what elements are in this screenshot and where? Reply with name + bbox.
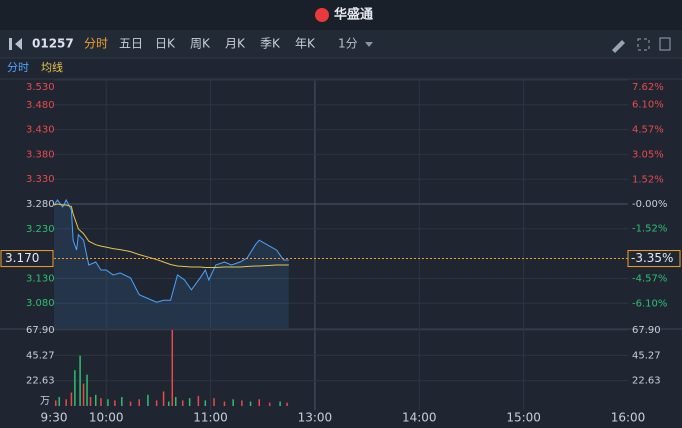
volume-bar xyxy=(155,400,158,406)
y-tick-label: 3.080 xyxy=(26,298,55,309)
volume-bar xyxy=(175,397,177,406)
volume-bar xyxy=(89,397,92,406)
last-price-label: 3.170 xyxy=(5,251,39,265)
fullscreen-icon[interactable] xyxy=(637,38,650,51)
volume-bar xyxy=(82,383,85,406)
volume-tick-label: 22.63 xyxy=(26,376,55,387)
volume-bar xyxy=(162,391,165,406)
legend-avg: 均线 xyxy=(41,60,63,74)
back-arrow[interactable] xyxy=(15,38,22,50)
tab[interactable]: 日K xyxy=(155,37,176,51)
tab[interactable]: 周K xyxy=(190,37,211,51)
last-change-label: -3.35% xyxy=(631,251,673,265)
y-tick-label: 3.430 xyxy=(26,125,55,136)
volume-tick-label: 67.90 xyxy=(26,325,55,336)
volume-bar xyxy=(70,392,73,406)
y2-tick-label: 7.62% xyxy=(632,82,664,93)
y2-tick-label: -0.00% xyxy=(632,199,667,210)
volume-bar xyxy=(232,399,234,406)
volume-bar xyxy=(65,399,67,406)
volume-bar xyxy=(188,398,191,406)
volume-bar xyxy=(171,330,174,406)
dropdown-arrow[interactable] xyxy=(365,42,373,47)
volume-bar xyxy=(100,398,102,406)
volume-bar xyxy=(181,400,184,406)
back-icon[interactable] xyxy=(9,38,12,50)
app-title: 华盛通 xyxy=(334,7,373,23)
volume-bar xyxy=(74,370,76,406)
y-tick-label: 3.280 xyxy=(26,199,55,210)
draw-icon[interactable] xyxy=(612,40,625,53)
x-tick-label: 10:00 xyxy=(89,411,124,425)
y-tick-label: 3.380 xyxy=(26,149,55,160)
volume-bar xyxy=(79,355,81,406)
tab[interactable]: 五日 xyxy=(119,37,143,51)
volume-bar xyxy=(249,401,252,406)
volume-bar xyxy=(129,401,132,406)
stock-code: 01257 xyxy=(32,37,74,51)
tab[interactable]: 分时 xyxy=(84,37,108,51)
last-change-box xyxy=(627,250,681,268)
header-bar xyxy=(0,0,682,30)
volume-bar xyxy=(121,397,123,406)
x-tick-label: 16:00 xyxy=(611,411,646,425)
y-tick-label: 3.130 xyxy=(26,273,55,284)
price-area xyxy=(54,200,289,328)
volume-bar xyxy=(241,400,243,406)
volume-bar xyxy=(107,399,109,406)
x-tick-label: 14:00 xyxy=(402,411,437,425)
y-tick-label: 3.480 xyxy=(26,100,55,111)
x-tick-label: 13:00 xyxy=(298,411,333,425)
price-line xyxy=(53,198,289,303)
y2-tick-label: 6.10% xyxy=(632,100,664,111)
y-tick-label: 3.230 xyxy=(26,224,55,235)
logo-icon xyxy=(315,8,329,22)
volume-bar xyxy=(94,394,97,406)
volume-tick-label: 22.63 xyxy=(632,376,661,387)
volume-tick-label: 67.90 xyxy=(632,325,661,336)
x-tick-label: 9:30 xyxy=(41,411,68,425)
y2-tick-label: -4.57% xyxy=(632,273,667,284)
x-tick-label: 15:00 xyxy=(506,411,541,425)
volume-bar xyxy=(279,401,281,406)
volume-bar xyxy=(223,401,226,406)
toolbar xyxy=(0,30,682,58)
volume-bar xyxy=(204,400,207,406)
volume-bar xyxy=(138,399,140,406)
volume-tick-label: 45.27 xyxy=(26,350,55,361)
y2-tick-label: -1.52% xyxy=(632,224,667,235)
y-tick-label: 3.330 xyxy=(26,174,55,185)
y2-tick-label: 1.52% xyxy=(632,174,664,185)
volume-bar xyxy=(114,400,116,406)
interval-select[interactable]: 1分 xyxy=(338,37,358,51)
volume-bar xyxy=(86,374,88,406)
volume-tick-label: 45.27 xyxy=(632,350,661,361)
volume-bar xyxy=(258,399,260,406)
volume-bar xyxy=(54,400,57,406)
volume-bar xyxy=(168,401,170,406)
average-line xyxy=(53,203,289,268)
volume-bar xyxy=(213,398,215,406)
y2-tick-label: 3.05% xyxy=(632,149,664,160)
tab[interactable]: 年K xyxy=(295,37,316,51)
volume-bar xyxy=(268,402,271,406)
y2-tick-label: 4.57% xyxy=(632,125,664,136)
last-price-box xyxy=(0,250,54,268)
y2-tick-label: -6.10% xyxy=(632,298,667,309)
volume-bar xyxy=(197,395,200,406)
volume-unit: 万 xyxy=(40,396,50,407)
volume-bar xyxy=(147,394,149,406)
x-tick-label: 11:00 xyxy=(193,411,228,425)
tab[interactable]: 月K xyxy=(225,37,246,51)
y-tick-label: 3.530 xyxy=(26,82,55,93)
volume-bar xyxy=(286,402,288,406)
tab[interactable]: 季K xyxy=(260,37,281,51)
volume-bar xyxy=(58,397,60,406)
settings-icon[interactable] xyxy=(659,37,671,51)
legend-price: 分时 xyxy=(7,61,29,74)
